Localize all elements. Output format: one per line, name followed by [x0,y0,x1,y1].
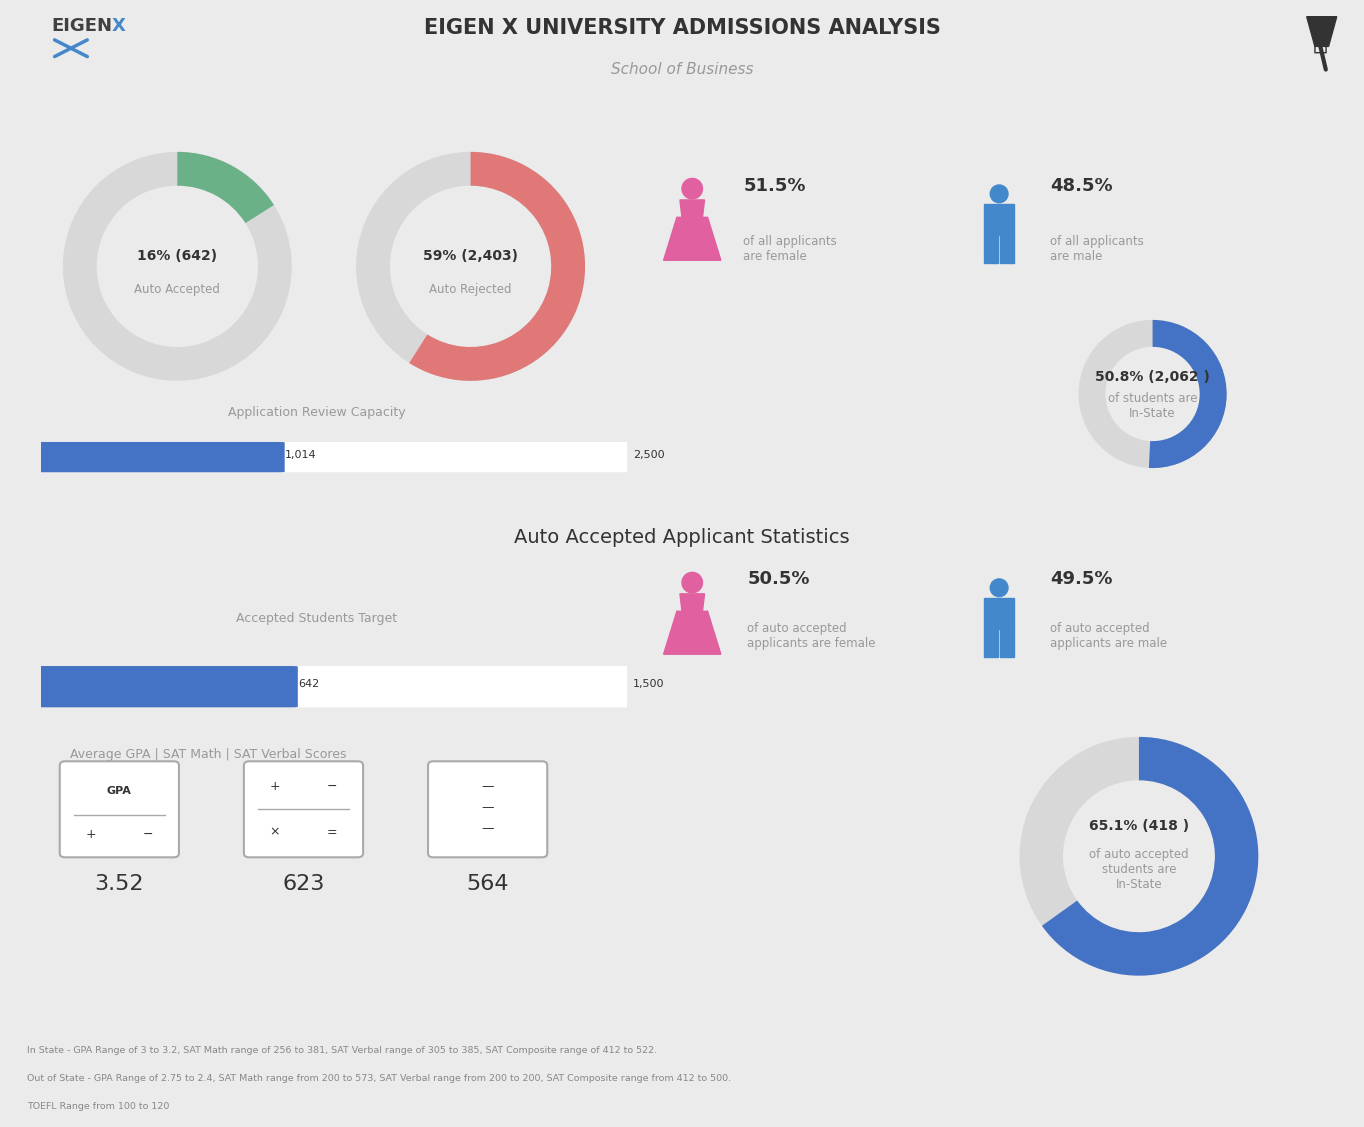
Text: Average GPA | SAT Math | SAT Verbal Scores: Average GPA | SAT Math | SAT Verbal Scor… [71,747,346,761]
Text: TOEFL Range from 100 to 120: TOEFL Range from 100 to 120 [27,1102,169,1111]
FancyBboxPatch shape [428,762,547,858]
Text: 1,500: 1,500 [633,678,664,689]
FancyBboxPatch shape [35,666,633,708]
Polygon shape [1000,234,1015,263]
Text: 642: 642 [297,678,319,689]
Text: 623: 623 [282,873,325,894]
Wedge shape [409,152,585,381]
Text: +: + [86,828,95,841]
Wedge shape [356,152,585,381]
FancyBboxPatch shape [35,442,285,472]
Polygon shape [663,611,720,654]
Text: 564: 564 [466,873,509,894]
Polygon shape [1000,629,1015,657]
Text: 65.1% (418 ): 65.1% (418 ) [1088,819,1189,834]
Text: —: — [481,800,494,814]
Wedge shape [1148,320,1226,468]
Text: EIGEN: EIGEN [52,17,113,35]
Wedge shape [177,152,274,223]
FancyBboxPatch shape [60,762,179,858]
Text: of auto accepted
applicants are male: of auto accepted applicants are male [1050,622,1168,650]
Text: X: X [112,17,125,35]
Text: −: − [143,828,153,841]
Polygon shape [983,234,998,263]
Text: Auto Rejected: Auto Rejected [430,283,512,296]
Text: of all applicants
are female: of all applicants are female [743,236,837,264]
Text: ×: × [270,826,280,838]
Text: of auto accepted
applicants are female: of auto accepted applicants are female [747,622,876,650]
Text: 49.5%: 49.5% [1050,570,1113,588]
Text: of students are
In-State: of students are In-State [1108,392,1198,419]
Wedge shape [63,152,292,381]
Text: Auto Accepted Applicant Statistics: Auto Accepted Applicant Statistics [514,529,850,548]
Circle shape [682,573,702,593]
Text: of auto accepted
students are
In-State: of auto accepted students are In-State [1088,849,1189,891]
Text: 16% (642): 16% (642) [138,249,217,263]
Text: In State - GPA Range of 3 to 3.2, SAT Math range of 256 to 381, SAT Verbal range: In State - GPA Range of 3 to 3.2, SAT Ma… [27,1046,657,1055]
Text: 3.52: 3.52 [94,873,145,894]
FancyBboxPatch shape [35,666,297,708]
Text: 1,014: 1,014 [285,450,316,460]
FancyBboxPatch shape [244,762,363,858]
Text: School of Business: School of Business [611,62,753,77]
Text: —: — [481,780,494,793]
Text: Auto Accepted: Auto Accepted [135,283,220,296]
Polygon shape [983,629,998,657]
Text: −: − [327,780,337,793]
Polygon shape [679,199,704,218]
Text: GPA: GPA [106,786,132,796]
Wedge shape [1042,737,1259,976]
Polygon shape [438,843,460,851]
Text: 51.5%: 51.5% [743,177,806,195]
Text: 50.5%: 50.5% [747,570,810,588]
Text: of all applicants
are male: of all applicants are male [1050,236,1144,264]
Circle shape [990,185,1008,203]
Text: 50.8% (2,062 ): 50.8% (2,062 ) [1095,370,1210,384]
Text: +: + [270,780,280,793]
Polygon shape [679,594,704,611]
Polygon shape [451,843,488,853]
Polygon shape [1307,17,1337,46]
Text: ⬦: ⬦ [1314,29,1327,54]
Text: Application Review Capacity: Application Review Capacity [228,406,405,419]
Polygon shape [663,218,720,260]
Polygon shape [983,598,1015,629]
Text: 2,500: 2,500 [633,450,664,460]
Text: 59% (2,403): 59% (2,403) [423,249,518,263]
Text: Accepted Students Target: Accepted Students Target [236,612,397,624]
Text: =: = [327,826,337,838]
Wedge shape [1019,737,1259,976]
Polygon shape [983,204,1015,234]
FancyBboxPatch shape [35,442,633,472]
Text: 48.5%: 48.5% [1050,177,1113,195]
Wedge shape [1079,320,1226,468]
Text: EIGEN X UNIVERSITY ADMISSIONS ANALYSIS: EIGEN X UNIVERSITY ADMISSIONS ANALYSIS [424,18,940,38]
Circle shape [990,579,1008,596]
Text: —: — [481,822,494,835]
Text: Out of State - GPA Range of 2.75 to 2.4, SAT Math range from 200 to 573, SAT Ver: Out of State - GPA Range of 2.75 to 2.4,… [27,1074,731,1083]
Circle shape [682,178,702,198]
